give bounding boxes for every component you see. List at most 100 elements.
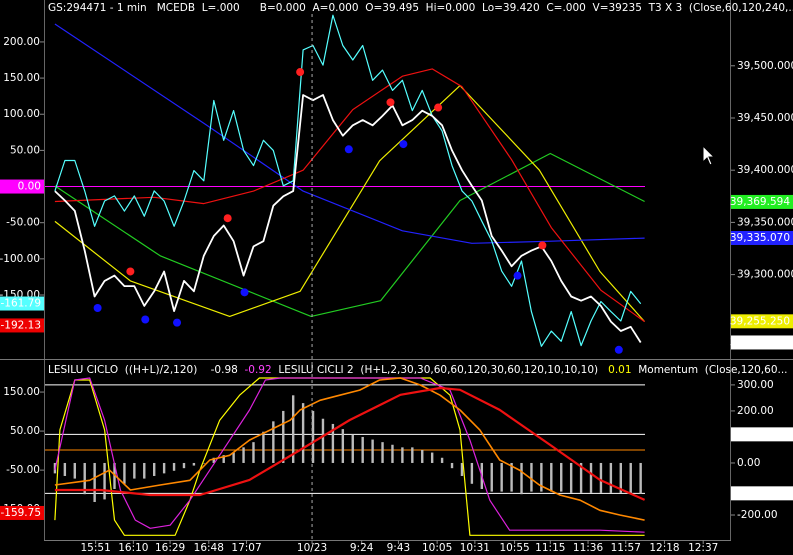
plot-area xyxy=(45,14,646,354)
histogram-bar xyxy=(73,462,76,479)
histogram-bar xyxy=(103,462,106,500)
signal-dot xyxy=(399,140,408,149)
x-tick-label: 17:07 xyxy=(231,542,261,554)
x-tick-label: 11:15 xyxy=(535,542,565,554)
histogram-bar xyxy=(232,452,235,463)
signal-dot xyxy=(240,288,249,297)
histogram-bar xyxy=(550,462,553,492)
value-badge-label: 39,235.000 xyxy=(730,336,790,348)
pane-header: GS:294471 - 1 min MCEDB L=.000 B=0.000 A… xyxy=(48,2,793,14)
header-segment: 0.01 xyxy=(608,364,631,376)
histogram-bar xyxy=(93,462,96,503)
histogram-bar xyxy=(430,452,434,463)
histogram-bar xyxy=(113,462,116,489)
histogram-bar xyxy=(440,457,444,463)
histogram-bar xyxy=(63,462,67,476)
histogram-bar xyxy=(569,462,573,493)
histogram-bar xyxy=(411,447,414,463)
value-badge xyxy=(731,335,793,350)
x-tick-label: 10/23 xyxy=(297,542,327,554)
header-segment: -0.92 xyxy=(245,364,272,376)
signal-dot xyxy=(434,103,443,112)
histogram-bar xyxy=(639,462,642,494)
histogram-bar xyxy=(222,455,225,463)
y2-tick-label: 39,400.000 xyxy=(737,164,793,176)
histogram-bar xyxy=(321,418,325,463)
histogram-bar xyxy=(143,462,146,479)
x-tick-label: 15:51 xyxy=(80,542,110,554)
signal-dot xyxy=(126,267,135,276)
value-badge xyxy=(731,194,793,209)
value-badge-label: 0.00 xyxy=(18,181,41,193)
y-tick-label: -50.00 xyxy=(6,464,40,476)
histogram-bar xyxy=(629,462,632,494)
histogram-bar xyxy=(272,421,275,463)
series-line xyxy=(54,14,642,347)
y-tick-label: 150.00 xyxy=(3,72,40,84)
histogram-bar xyxy=(331,423,335,463)
value-badge xyxy=(731,427,793,442)
value-badge xyxy=(731,486,793,501)
signal-dot xyxy=(93,304,102,313)
histogram-bar xyxy=(83,462,86,495)
histogram-bar xyxy=(371,439,374,463)
header-segment: LESILU CICLO ((H+L)/2,120) -0.98 xyxy=(48,364,245,376)
value-badge-label: -159.75 xyxy=(0,507,41,519)
histogram-bar xyxy=(123,462,126,484)
value-badge-label: 39,335.070 xyxy=(730,232,790,244)
y2-tick-label: 300.00 xyxy=(737,379,774,391)
histogram-bar xyxy=(212,457,215,463)
y2-tick-label: -200.00 xyxy=(737,509,778,521)
histogram-bar xyxy=(460,462,464,476)
x-tick-label: 16:48 xyxy=(194,542,224,554)
signal-dot xyxy=(223,214,232,223)
histogram-bar xyxy=(599,462,603,493)
plot-area xyxy=(45,377,646,536)
y-tick-label: 200.00 xyxy=(3,36,40,48)
series-line xyxy=(54,377,645,533)
signal-dot xyxy=(296,68,305,77)
histogram-bar xyxy=(242,447,245,463)
x-tick-label: 9:24 xyxy=(350,542,374,554)
pane-header: LESILU CICLO ((H+L)/2,120) -0.98 -0.92 L… xyxy=(48,364,788,376)
y-tick-label: 150.00 xyxy=(3,386,40,398)
histogram-bar xyxy=(172,462,176,471)
histogram-bar xyxy=(291,395,295,463)
y2-tick-label: 39,500.000 xyxy=(737,60,793,72)
histogram-bar xyxy=(520,462,523,495)
histogram-bar xyxy=(262,431,265,463)
histogram-bar xyxy=(500,462,503,492)
histogram-bar xyxy=(182,462,186,469)
y2-tick-label: 39,350.000 xyxy=(737,216,793,228)
histogram-bar xyxy=(361,436,364,463)
y2-tick-label: 39,300.000 xyxy=(737,269,793,281)
histogram-bar xyxy=(311,410,315,463)
value-badge xyxy=(0,318,44,333)
series-line xyxy=(54,152,645,317)
histogram-bar xyxy=(381,442,384,463)
series-line xyxy=(54,68,645,323)
signal-dot xyxy=(173,318,182,327)
mouse-cursor xyxy=(702,144,716,166)
histogram-bar xyxy=(490,462,493,492)
signal-dot xyxy=(538,241,547,250)
value-badge xyxy=(731,314,793,329)
value-badge-label: -116.67 xyxy=(749,487,790,499)
x-tick-label: 10:55 xyxy=(499,542,529,554)
histogram-bar xyxy=(351,434,354,463)
histogram-bar xyxy=(609,462,613,493)
signal-dot xyxy=(614,345,623,354)
histogram-bar xyxy=(530,462,533,492)
series-line xyxy=(54,85,646,322)
y-tick-label: -100.00 xyxy=(0,253,40,265)
y-tick-label: 50.00 xyxy=(10,144,40,156)
histogram-bar xyxy=(133,462,136,479)
value-badge-label: -161.79 xyxy=(0,298,41,310)
signal-dot xyxy=(386,98,395,107)
signal-dot xyxy=(141,315,150,324)
histogram-bar xyxy=(510,462,513,492)
histogram-bar xyxy=(560,462,563,492)
signal-dot xyxy=(344,145,353,154)
y2-tick-label: 39,450.000 xyxy=(737,112,793,124)
